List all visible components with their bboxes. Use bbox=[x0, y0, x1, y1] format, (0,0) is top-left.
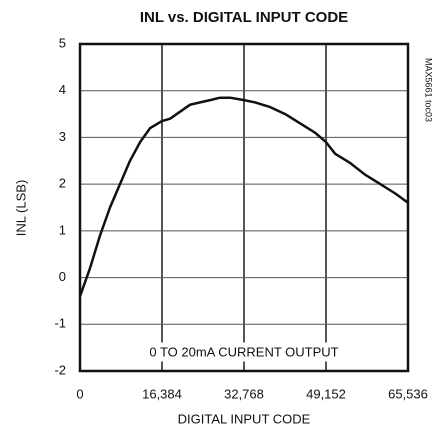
plot-frame bbox=[78, 42, 410, 373]
y-tick-label: 5 bbox=[59, 35, 66, 50]
annotation-background bbox=[145, 342, 343, 362]
y-axis-label: INL (LSB) bbox=[13, 180, 28, 237]
x-tick-label: 16,384 bbox=[142, 386, 182, 401]
annotation: 0 TO 20mA CURRENT OUTPUT bbox=[149, 344, 338, 359]
data-line bbox=[78, 96, 409, 297]
chart-title: INL vs. DIGITAL INPUT CODE bbox=[140, 9, 348, 26]
y-tick-label: 2 bbox=[59, 176, 66, 191]
x-tick-label: 32,768 bbox=[224, 386, 264, 401]
x-tick-label: 49,152 bbox=[306, 386, 346, 401]
y-tick-label: 1 bbox=[59, 222, 66, 237]
y-tick-label: 0 bbox=[59, 269, 66, 284]
x-tick-label: 65,536 bbox=[388, 386, 428, 401]
figure-id: MAX5661 toc03 bbox=[424, 58, 434, 122]
y-tick-label: 4 bbox=[59, 82, 66, 97]
y-tick-label: -1 bbox=[54, 316, 66, 331]
x-tick-label: 0 bbox=[76, 386, 83, 401]
y-tick-label: -2 bbox=[54, 362, 66, 377]
x-axis-label: DIGITAL INPUT CODE bbox=[178, 411, 311, 426]
y-tick-label: 3 bbox=[59, 129, 66, 144]
